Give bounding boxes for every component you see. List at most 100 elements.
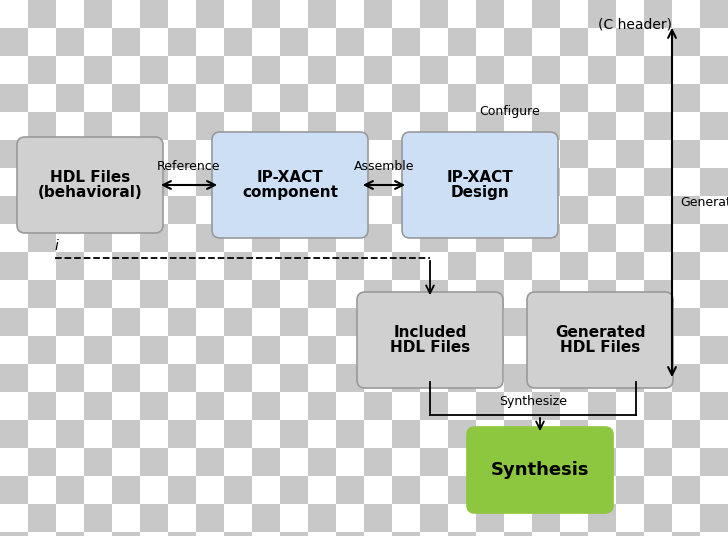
- Bar: [252, 280, 280, 308]
- Bar: [700, 336, 728, 364]
- Bar: [616, 336, 644, 364]
- Bar: [532, 448, 560, 476]
- Bar: [168, 112, 196, 140]
- Bar: [84, 308, 112, 336]
- Bar: [336, 280, 364, 308]
- Bar: [364, 224, 392, 252]
- Bar: [112, 392, 140, 420]
- Bar: [308, 336, 336, 364]
- Bar: [140, 420, 168, 448]
- Bar: [616, 112, 644, 140]
- Bar: [308, 308, 336, 336]
- Bar: [532, 420, 560, 448]
- Bar: [504, 196, 532, 224]
- Bar: [364, 140, 392, 168]
- Bar: [476, 84, 504, 112]
- Bar: [644, 504, 672, 532]
- Bar: [0, 280, 28, 308]
- Bar: [700, 476, 728, 504]
- Bar: [532, 140, 560, 168]
- Bar: [280, 196, 308, 224]
- Bar: [56, 476, 84, 504]
- Bar: [112, 336, 140, 364]
- Bar: [672, 336, 700, 364]
- Bar: [476, 364, 504, 392]
- Bar: [168, 280, 196, 308]
- Text: Design: Design: [451, 185, 510, 200]
- Bar: [308, 84, 336, 112]
- Bar: [588, 224, 616, 252]
- Bar: [644, 392, 672, 420]
- Bar: [56, 84, 84, 112]
- Bar: [420, 84, 448, 112]
- Bar: [644, 28, 672, 56]
- Bar: [280, 448, 308, 476]
- Bar: [504, 280, 532, 308]
- Bar: [28, 420, 56, 448]
- Bar: [336, 112, 364, 140]
- Bar: [168, 532, 196, 536]
- Bar: [672, 504, 700, 532]
- Bar: [140, 224, 168, 252]
- Bar: [0, 112, 28, 140]
- FancyBboxPatch shape: [17, 137, 163, 233]
- Bar: [420, 0, 448, 28]
- Bar: [504, 140, 532, 168]
- Bar: [0, 364, 28, 392]
- Bar: [280, 476, 308, 504]
- Bar: [700, 196, 728, 224]
- Bar: [644, 196, 672, 224]
- Bar: [532, 308, 560, 336]
- Bar: [84, 448, 112, 476]
- Bar: [56, 196, 84, 224]
- Bar: [364, 448, 392, 476]
- Bar: [336, 0, 364, 28]
- Bar: [196, 476, 224, 504]
- Bar: [588, 196, 616, 224]
- Bar: [504, 168, 532, 196]
- Bar: [280, 392, 308, 420]
- Bar: [476, 280, 504, 308]
- Bar: [504, 56, 532, 84]
- Bar: [28, 280, 56, 308]
- Bar: [588, 0, 616, 28]
- Bar: [560, 112, 588, 140]
- FancyBboxPatch shape: [527, 292, 673, 388]
- Text: Assemble: Assemble: [354, 160, 414, 173]
- Bar: [28, 532, 56, 536]
- Bar: [392, 308, 420, 336]
- Bar: [504, 224, 532, 252]
- Bar: [224, 280, 252, 308]
- Bar: [560, 280, 588, 308]
- Bar: [448, 336, 476, 364]
- Bar: [28, 224, 56, 252]
- Bar: [532, 196, 560, 224]
- Bar: [644, 280, 672, 308]
- Bar: [588, 336, 616, 364]
- Bar: [700, 392, 728, 420]
- Bar: [644, 84, 672, 112]
- Bar: [336, 504, 364, 532]
- Bar: [112, 168, 140, 196]
- Bar: [252, 448, 280, 476]
- Bar: [196, 0, 224, 28]
- Bar: [588, 420, 616, 448]
- Bar: [504, 84, 532, 112]
- Bar: [364, 364, 392, 392]
- Bar: [0, 196, 28, 224]
- Bar: [616, 420, 644, 448]
- Bar: [196, 28, 224, 56]
- Bar: [336, 308, 364, 336]
- Bar: [112, 504, 140, 532]
- Bar: [28, 0, 56, 28]
- Bar: [364, 196, 392, 224]
- Bar: [280, 532, 308, 536]
- Bar: [420, 252, 448, 280]
- Bar: [308, 252, 336, 280]
- Bar: [700, 448, 728, 476]
- Bar: [504, 364, 532, 392]
- Bar: [280, 364, 308, 392]
- Bar: [448, 532, 476, 536]
- Bar: [560, 56, 588, 84]
- Bar: [588, 280, 616, 308]
